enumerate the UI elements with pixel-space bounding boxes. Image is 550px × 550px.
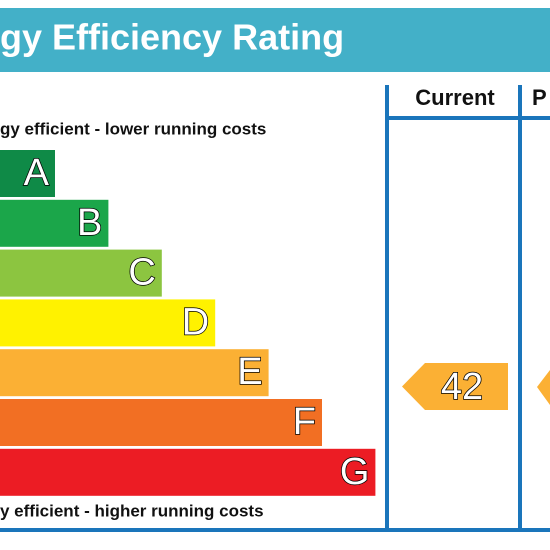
current-arrow bbox=[402, 363, 508, 410]
band-letter: A bbox=[24, 152, 50, 194]
band bbox=[0, 448, 376, 496]
band bbox=[0, 249, 162, 297]
band-letter: D bbox=[182, 301, 209, 343]
band-letter: B bbox=[77, 202, 102, 244]
bottom-note: y efficient - higher running costs bbox=[0, 501, 264, 520]
top-note: gy efficient - lower running costs bbox=[0, 119, 266, 138]
band-letter: C bbox=[128, 252, 155, 294]
band bbox=[0, 349, 269, 397]
band bbox=[0, 399, 322, 446]
band-letter: E bbox=[237, 351, 262, 393]
band bbox=[0, 299, 216, 347]
header-bar bbox=[0, 8, 550, 72]
band bbox=[0, 150, 55, 197]
band bbox=[0, 199, 109, 247]
band-letter: G bbox=[340, 451, 370, 493]
column-header: Current bbox=[415, 85, 495, 110]
band-letter: F bbox=[293, 401, 316, 443]
column-header: P bbox=[532, 85, 547, 110]
potential-arrow bbox=[537, 370, 550, 405]
current-rating: 42 bbox=[402, 363, 508, 410]
current-value: 42 bbox=[441, 366, 483, 408]
title: gy Efficiency Rating bbox=[0, 17, 344, 58]
